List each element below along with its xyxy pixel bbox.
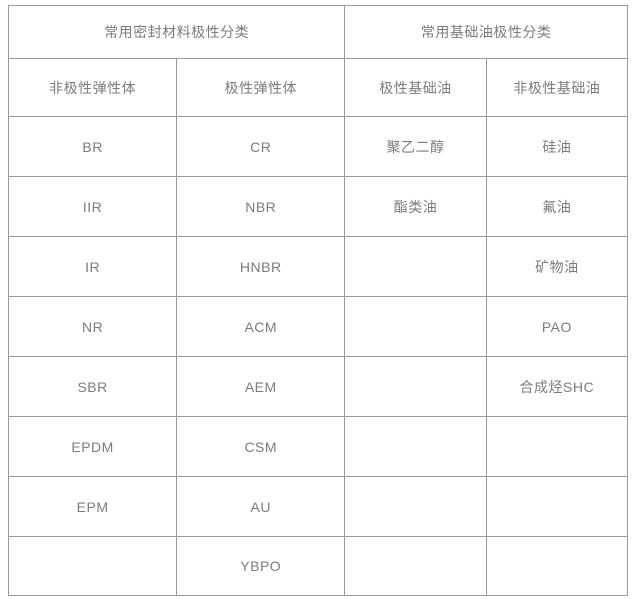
table-row: YBPO bbox=[7, 536, 629, 596]
cell-nonpolar-elastomer: IIR bbox=[7, 176, 178, 237]
cell-nonpolar-elastomer: NR bbox=[7, 296, 178, 357]
table-row: SBR AEM 合成烃SHC bbox=[7, 356, 629, 417]
cell-polar-elastomer: YBPO bbox=[176, 536, 346, 596]
cell-polar-base-oil: 聚乙二醇 bbox=[344, 116, 487, 177]
column-header-nonpolar-elastomer: 非极性弹性体 bbox=[7, 58, 178, 117]
cell-nonpolar-elastomer bbox=[7, 536, 178, 596]
table-row: IR HNBR 矿物油 bbox=[7, 236, 629, 297]
cell-polar-base-oil bbox=[344, 296, 487, 357]
column-header-polar-base-oil: 极性基础油 bbox=[344, 58, 487, 117]
table-row: EPM AU bbox=[7, 476, 629, 537]
group-header-base-oils: 常用基础油极性分类 bbox=[344, 5, 628, 59]
cell-polar-base-oil bbox=[344, 236, 487, 297]
cell-polar-elastomer: AEM bbox=[176, 356, 346, 417]
cell-nonpolar-base-oil: PAO bbox=[485, 296, 629, 357]
table-row: NR ACM PAO bbox=[7, 296, 629, 357]
cell-nonpolar-elastomer: EPM bbox=[7, 476, 178, 537]
cell-nonpolar-base-oil: 硅油 bbox=[485, 116, 629, 177]
cell-nonpolar-elastomer: IR bbox=[7, 236, 178, 297]
cell-polar-base-oil bbox=[344, 536, 487, 596]
table-row: BR CR 聚乙二醇 硅油 bbox=[7, 116, 629, 177]
cell-nonpolar-elastomer: SBR bbox=[7, 356, 178, 417]
cell-nonpolar-elastomer: BR bbox=[7, 116, 178, 177]
cell-nonpolar-base-oil: 合成烃SHC bbox=[485, 356, 629, 417]
cell-polar-base-oil: 酯类油 bbox=[344, 176, 487, 237]
column-header-polar-elastomer: 极性弹性体 bbox=[176, 58, 346, 117]
cell-polar-elastomer: AU bbox=[176, 476, 346, 537]
column-header-row: 非极性弹性体 极性弹性体 极性基础油 非极性基础油 bbox=[7, 58, 629, 117]
cell-polar-base-oil bbox=[344, 476, 487, 537]
table-body: 常用密封材料极性分类 常用基础油极性分类 非极性弹性体 极性弹性体 极性基础油 … bbox=[7, 5, 629, 596]
column-header-nonpolar-base-oil: 非极性基础油 bbox=[485, 58, 629, 117]
cell-polar-base-oil bbox=[344, 356, 487, 417]
cell-nonpolar-base-oil: 氟油 bbox=[485, 176, 629, 237]
table-row: EPDM CSM bbox=[7, 416, 629, 477]
cell-nonpolar-base-oil: 矿物油 bbox=[485, 236, 629, 297]
cell-polar-elastomer: CR bbox=[176, 116, 346, 177]
cell-nonpolar-elastomer: EPDM bbox=[7, 416, 178, 477]
cell-polar-elastomer: NBR bbox=[176, 176, 346, 237]
table-row: IIR NBR 酯类油 氟油 bbox=[7, 176, 629, 237]
cell-nonpolar-base-oil bbox=[485, 416, 629, 477]
cell-polar-elastomer: CSM bbox=[176, 416, 346, 477]
cell-polar-base-oil bbox=[344, 416, 487, 477]
cell-polar-elastomer: HNBR bbox=[176, 236, 346, 297]
group-header-sealing-materials: 常用密封材料极性分类 bbox=[7, 5, 346, 59]
group-header-row: 常用密封材料极性分类 常用基础油极性分类 bbox=[7, 5, 628, 59]
polarity-classification-table: 常用密封材料极性分类 常用基础油极性分类 非极性弹性体 极性弹性体 极性基础油 … bbox=[7, 5, 629, 596]
cell-nonpolar-base-oil bbox=[485, 476, 629, 537]
cell-polar-elastomer: ACM bbox=[176, 296, 346, 357]
cell-nonpolar-base-oil bbox=[485, 536, 629, 596]
